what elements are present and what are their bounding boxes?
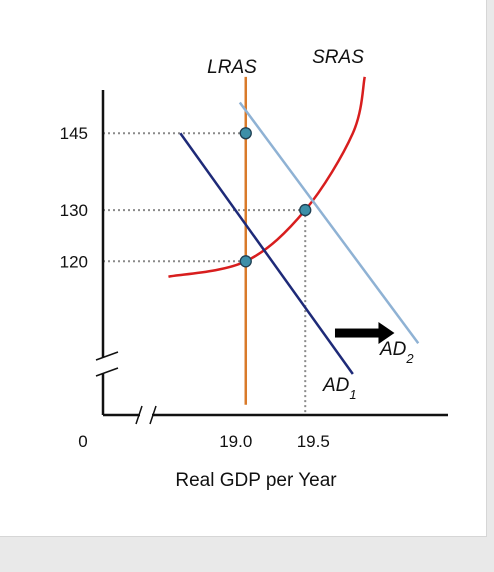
- y-tick-label-130: 130: [60, 201, 88, 220]
- equilibrium-point-0: [239, 255, 252, 268]
- x-axis-title: Real GDP per Year: [175, 470, 337, 491]
- label-ad1: AD1: [322, 375, 357, 402]
- x-tick-label-19-0: 19.0: [219, 432, 252, 451]
- sras-curve: [168, 76, 366, 278]
- label-lras: LRAS: [207, 57, 257, 78]
- shift-arrow-shaft: [334, 328, 381, 338]
- curves: [168, 76, 420, 405]
- label-ad2-subscript: 2: [405, 351, 414, 366]
- chart-card: 120 130 145 19.0 19.5 0 Real GDP per Year LRAS S…: [0, 0, 487, 537]
- y-axis-break-mark-lower: [95, 367, 119, 377]
- x-axis-break-mark-right: [149, 405, 157, 425]
- axes: [95, 90, 448, 425]
- y-tick-label-120: 120: [60, 252, 88, 271]
- x-axis-break-mark-left: [135, 405, 143, 425]
- label-ad1-subscript: 1: [349, 387, 356, 402]
- origin-label: 0: [78, 432, 87, 451]
- y-axis-break-mark-upper: [95, 351, 119, 361]
- ad1-line: [179, 132, 354, 375]
- label-ad2: AD2: [379, 339, 414, 366]
- equilibrium-point-2: [239, 127, 252, 140]
- ad2-line: [238, 101, 420, 345]
- equilibrium-point-1: [299, 203, 312, 217]
- shift-arrow-head: [378, 322, 395, 345]
- equilibrium-markers: [239, 127, 395, 345]
- labels: 120 130 145 19.0 19.5 0 Real GDP per Year LRAS S…: [60, 47, 415, 491]
- x-tick-label-19-5: 19.5: [297, 432, 330, 451]
- label-sras: SRAS: [312, 47, 364, 68]
- dotted-guide-lines: [103, 132, 307, 415]
- y-tick-label-145: 145: [60, 124, 88, 143]
